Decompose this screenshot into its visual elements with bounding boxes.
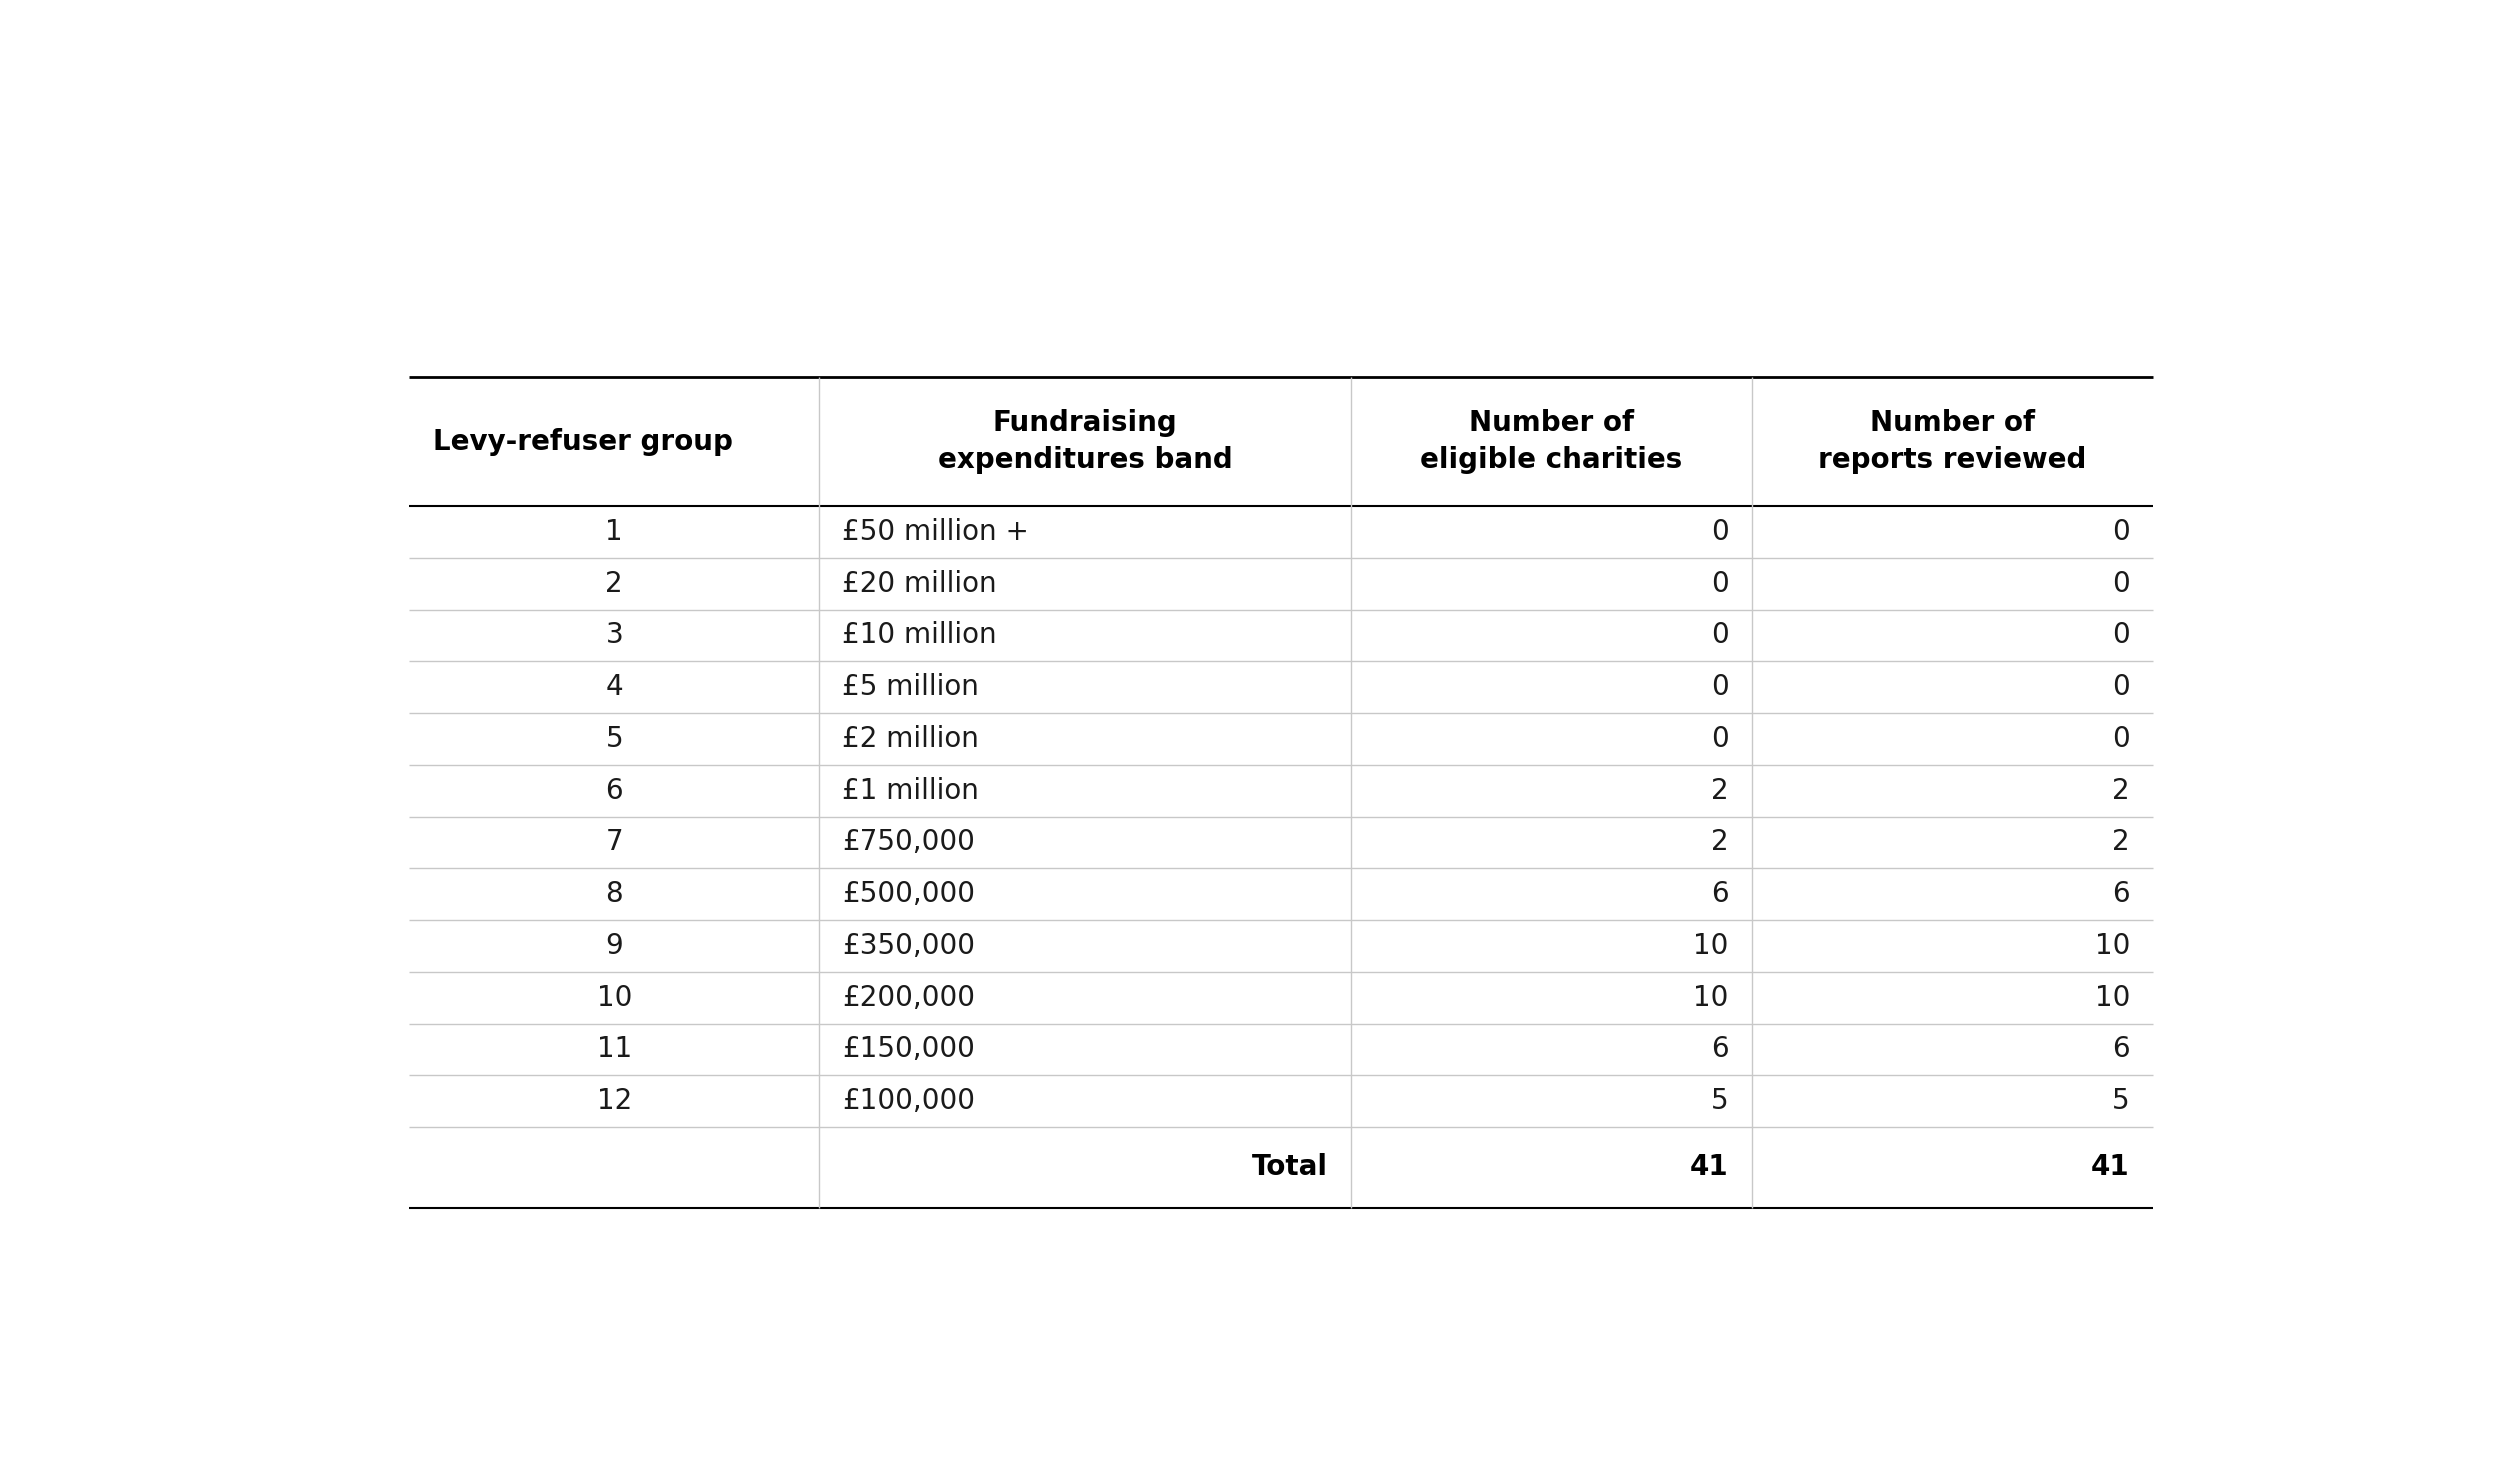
Text: 6: 6	[2112, 1035, 2130, 1063]
Text: 11: 11	[598, 1035, 632, 1063]
Text: Fundraising
expenditures band: Fundraising expenditures band	[938, 410, 1232, 474]
Text: 5: 5	[2112, 1088, 2130, 1115]
Text: 10: 10	[1693, 984, 1730, 1012]
Text: 10: 10	[2095, 932, 2130, 959]
Text: £750,000: £750,000	[842, 828, 975, 856]
Text: 2: 2	[2112, 777, 2130, 805]
Text: 12: 12	[598, 1088, 632, 1115]
Text: 0: 0	[1710, 725, 1730, 752]
Text: 41: 41	[1690, 1153, 1730, 1181]
Text: 6: 6	[1710, 1035, 1730, 1063]
Text: 8: 8	[605, 881, 622, 908]
Text: £50 million +: £50 million +	[842, 518, 1030, 545]
Text: 0: 0	[2112, 725, 2130, 752]
Text: £500,000: £500,000	[842, 881, 975, 908]
Text: 0: 0	[1710, 570, 1730, 598]
Text: 2: 2	[2112, 828, 2130, 856]
Text: £150,000: £150,000	[842, 1035, 975, 1063]
Text: 10: 10	[598, 984, 632, 1012]
Text: 10: 10	[1693, 932, 1730, 959]
Text: Levy-refuser group: Levy-refuser group	[432, 427, 732, 455]
Text: 0: 0	[1710, 518, 1730, 545]
Text: £5 million: £5 million	[842, 674, 980, 701]
Text: £10 million: £10 million	[842, 621, 998, 649]
Text: £200,000: £200,000	[842, 984, 975, 1012]
Text: £100,000: £100,000	[842, 1088, 975, 1115]
Text: 2: 2	[605, 570, 622, 598]
Text: 41: 41	[2090, 1153, 2130, 1181]
Text: 0: 0	[1710, 621, 1730, 649]
Text: 6: 6	[2112, 881, 2130, 908]
Text: 6: 6	[605, 777, 622, 805]
Text: 2: 2	[1710, 777, 1730, 805]
Text: 7: 7	[605, 828, 622, 856]
Text: Number of
reports reviewed: Number of reports reviewed	[1818, 410, 2088, 474]
Text: £1 million: £1 million	[842, 777, 980, 805]
Text: 10: 10	[2095, 984, 2130, 1012]
Text: 1: 1	[605, 518, 622, 545]
Text: £2 million: £2 million	[842, 725, 980, 752]
Text: Total: Total	[1252, 1153, 1328, 1181]
Text: 9: 9	[605, 932, 622, 959]
Text: £350,000: £350,000	[842, 932, 975, 959]
Text: 5: 5	[605, 725, 622, 752]
Text: Number of
eligible charities: Number of eligible charities	[1420, 410, 1682, 474]
Text: 3: 3	[605, 621, 622, 649]
Text: 4: 4	[605, 674, 622, 701]
Text: 0: 0	[2112, 674, 2130, 701]
Text: 0: 0	[2112, 621, 2130, 649]
Text: 0: 0	[2112, 570, 2130, 598]
Text: £20 million: £20 million	[842, 570, 998, 598]
Text: 0: 0	[1710, 674, 1730, 701]
Text: 6: 6	[1710, 881, 1730, 908]
Text: 5: 5	[1710, 1088, 1730, 1115]
Text: 2: 2	[1710, 828, 1730, 856]
Text: 0: 0	[2112, 518, 2130, 545]
